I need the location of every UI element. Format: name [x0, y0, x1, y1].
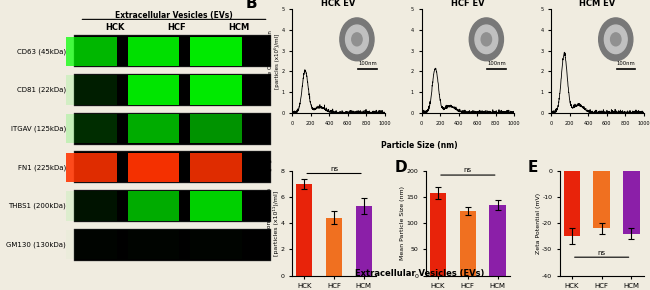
Text: ITGAV (125kDa): ITGAV (125kDa): [10, 126, 66, 132]
Bar: [296, 184, 313, 276]
Bar: [74, 229, 271, 261]
Text: B: B: [246, 0, 257, 11]
Text: ns: ns: [330, 166, 338, 172]
Text: Particle Size (nm): Particle Size (nm): [381, 141, 458, 150]
Y-axis label: Zeta Potential (mV): Zeta Potential (mV): [536, 193, 541, 254]
Text: Extracellular Vesicles (EVs): Extracellular Vesicles (EVs): [115, 11, 233, 20]
Text: THBS1 (200kDa): THBS1 (200kDa): [8, 203, 66, 209]
Bar: [66, 114, 117, 144]
Bar: [356, 206, 372, 276]
Text: E: E: [528, 160, 538, 175]
Bar: [593, 171, 610, 229]
Text: HCM: HCM: [228, 23, 250, 32]
Bar: [74, 74, 271, 106]
Bar: [489, 205, 506, 276]
Bar: [190, 230, 242, 260]
Bar: [430, 193, 447, 276]
Title: HCK EV: HCK EV: [321, 0, 356, 8]
Bar: [460, 211, 476, 276]
Text: ns: ns: [464, 168, 472, 173]
Bar: [190, 114, 242, 144]
Text: D: D: [395, 160, 407, 175]
Y-axis label: Mean Particle Size (nm): Mean Particle Size (nm): [400, 186, 405, 260]
Bar: [190, 191, 242, 221]
Bar: [623, 171, 640, 234]
Bar: [66, 153, 117, 182]
Text: C: C: [261, 160, 272, 175]
Y-axis label: Particle Concentration
[particles (x10¹¹)/ml]: Particle Concentration [particles (x10¹¹…: [267, 188, 280, 258]
Y-axis label: Particle Concentration
[particles (x10⁶)/ml]: Particle Concentration [particles (x10⁶)…: [268, 30, 280, 91]
Bar: [66, 230, 117, 260]
Text: HCF: HCF: [168, 23, 186, 32]
Bar: [190, 153, 242, 182]
Bar: [74, 151, 271, 184]
Text: A: A: [1, 0, 13, 3]
Bar: [74, 113, 271, 145]
Bar: [128, 75, 179, 105]
Bar: [74, 190, 271, 222]
Bar: [66, 75, 117, 105]
Bar: [564, 171, 580, 236]
Text: HCK: HCK: [105, 23, 124, 32]
Bar: [190, 75, 242, 105]
Bar: [190, 37, 242, 66]
Bar: [128, 114, 179, 144]
Bar: [128, 230, 179, 260]
Bar: [128, 153, 179, 182]
Title: HCM EV: HCM EV: [579, 0, 616, 8]
Text: FN1 (225kDa): FN1 (225kDa): [18, 164, 66, 171]
Bar: [128, 37, 179, 66]
Text: Extracellular Vesicles (EVs): Extracellular Vesicles (EVs): [354, 269, 484, 278]
Text: CD81 (22kDa): CD81 (22kDa): [17, 87, 66, 93]
Text: CD63 (45kDa): CD63 (45kDa): [17, 48, 66, 55]
Bar: [326, 218, 343, 276]
Text: ns: ns: [597, 250, 606, 255]
Bar: [66, 191, 117, 221]
Bar: [74, 35, 271, 67]
Title: HCF EV: HCF EV: [451, 0, 485, 8]
Bar: [128, 191, 179, 221]
Text: GM130 (130kDa): GM130 (130kDa): [6, 242, 66, 248]
Bar: [66, 37, 117, 66]
